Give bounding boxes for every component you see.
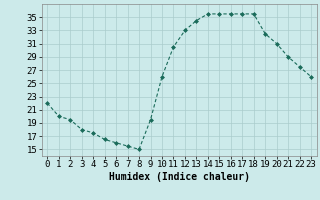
X-axis label: Humidex (Indice chaleur): Humidex (Indice chaleur) (109, 172, 250, 182)
